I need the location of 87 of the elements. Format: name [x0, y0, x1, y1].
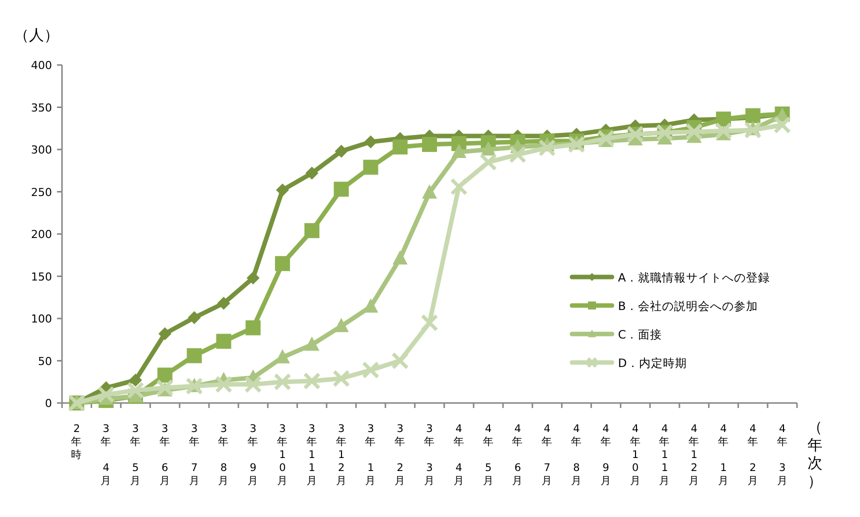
x-tick-label: 3年11月: [306, 423, 318, 487]
point: [420, 314, 438, 332]
y-tick-label: 150: [31, 270, 52, 284]
y-tick-label: 350: [31, 101, 52, 114]
point: [745, 108, 760, 124]
point: [275, 256, 290, 272]
point: [568, 136, 586, 154]
point: [246, 271, 260, 284]
category-label: 4年6月: [512, 423, 524, 487]
point: [714, 122, 732, 140]
category-label: 3年6月: [159, 423, 170, 487]
point: [186, 348, 202, 364]
point: [303, 372, 321, 390]
point: [364, 135, 378, 148]
category-label: 4年1月: [718, 423, 729, 487]
point: [480, 141, 496, 156]
point: [156, 379, 174, 397]
category-label: 3年3月: [424, 423, 435, 487]
point: [362, 361, 380, 379]
y-tick-label: 50: [38, 354, 52, 368]
point: [332, 370, 350, 388]
point: [246, 320, 261, 336]
y-tick-label: 250: [31, 186, 52, 199]
point: [97, 386, 115, 404]
legend-label: B．会社の説明会への参加: [618, 299, 758, 313]
x-tick-label: 3年12月: [336, 423, 347, 487]
category-label: 3年7月: [188, 423, 200, 487]
point: [744, 121, 762, 139]
point: [422, 136, 437, 152]
category-label: 3年2月: [394, 423, 406, 487]
point: [480, 153, 498, 171]
legend-label: A．就職情報サイトへの登録: [618, 270, 770, 284]
y-tick-label: 400: [31, 59, 52, 72]
point: [217, 296, 230, 310]
point: [274, 373, 292, 391]
point: [126, 382, 144, 400]
point: [392, 139, 408, 154]
x-tick-label: 3年10月: [277, 423, 288, 487]
point: [685, 123, 703, 141]
point: [334, 318, 349, 332]
x-axis-title: （年次）: [808, 418, 822, 490]
point: [392, 250, 408, 265]
point: [334, 182, 349, 197]
point: [129, 374, 142, 387]
y-tick-label: 300: [31, 144, 52, 156]
category-label: 4年5月: [482, 423, 494, 487]
legend-label: C．面接: [618, 328, 662, 342]
category-label: 4年2月: [747, 423, 758, 487]
x-tick-label: 4年11月: [659, 423, 670, 487]
point: [363, 160, 378, 175]
point: [214, 376, 232, 394]
point: [508, 146, 526, 164]
point: [451, 144, 466, 158]
point: [774, 116, 792, 134]
y-tick-label: 100: [31, 312, 52, 326]
y-axis-title: （人）: [14, 26, 59, 44]
point: [276, 184, 289, 197]
point: [157, 368, 172, 383]
point: [216, 334, 232, 349]
category-label: 3年8月: [218, 423, 230, 487]
x-tick-label: 4年12月: [688, 423, 700, 487]
x-tick-label: 4年10月: [630, 423, 641, 487]
category-label: 3年9月: [248, 423, 259, 487]
point: [597, 130, 615, 148]
x-tick-label: 2年時: [71, 423, 82, 461]
point: [188, 311, 201, 324]
category-label: 4年8月: [571, 423, 582, 487]
point: [422, 184, 437, 199]
category-label: 3年1月: [365, 423, 376, 487]
point: [244, 376, 262, 394]
legend-label: D．内定時期: [618, 356, 687, 370]
category-label: 3年4月: [100, 423, 112, 487]
y-tick-label: 0: [45, 397, 52, 410]
y-tick-label: 200: [31, 228, 52, 241]
point: [391, 352, 409, 370]
category-label: 4年4月: [453, 423, 464, 487]
category-label: 4年9月: [600, 423, 612, 487]
point: [450, 178, 468, 196]
point: [158, 327, 172, 340]
category-label: 4年7月: [542, 423, 553, 487]
category-label: 3年5月: [130, 423, 141, 487]
point: [334, 144, 348, 158]
point: [305, 166, 318, 180]
point: [304, 223, 320, 238]
point: [304, 336, 320, 351]
point: [538, 139, 556, 157]
category-label: 4年3月: [776, 423, 788, 487]
